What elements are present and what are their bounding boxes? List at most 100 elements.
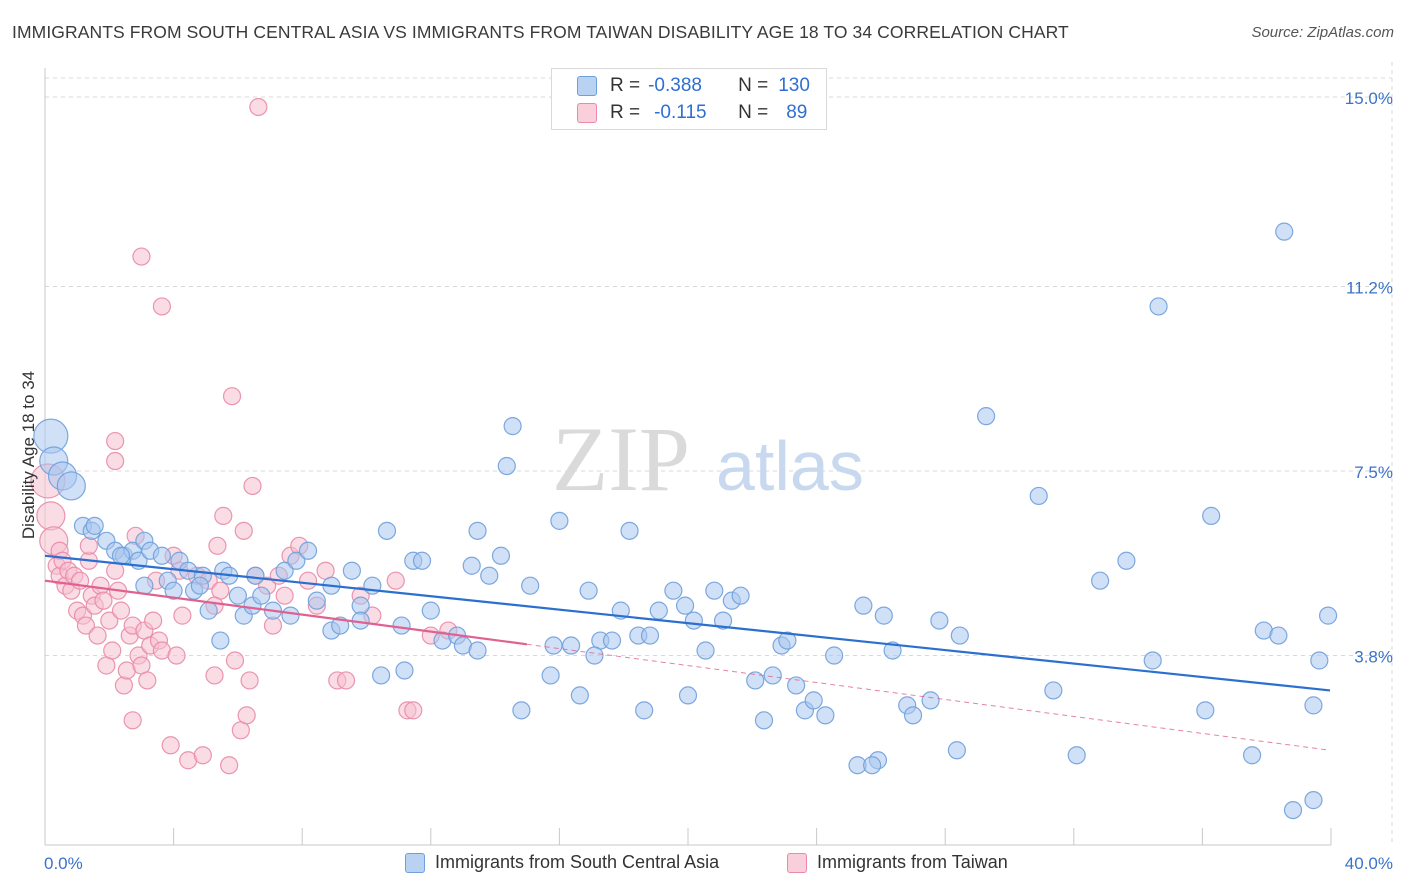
taiwan-point	[386, 571, 405, 590]
south-central-asia-point	[778, 631, 797, 650]
south-central-asia-point	[763, 666, 782, 685]
south-central-asia-point	[1117, 551, 1136, 570]
taiwan-point	[193, 746, 212, 765]
taiwan-point	[225, 651, 245, 670]
stats-row-blue: R = -0.388 N = 130	[577, 73, 810, 99]
south-central-asia-point	[635, 701, 654, 720]
n-value-blue: 130	[778, 75, 810, 96]
south-central-asia-point	[649, 601, 668, 620]
x-tick-label: 40.0%	[1345, 854, 1393, 873]
taiwan-point	[123, 711, 142, 730]
legend-swatch-blue	[405, 852, 425, 873]
stats-row-pink: R = -0.115 N = 89	[577, 100, 808, 126]
south-central-asia-point	[705, 581, 724, 600]
taiwan-point	[152, 297, 172, 316]
taiwan-point	[404, 701, 423, 720]
taiwan-point	[249, 97, 268, 117]
correlation-stats-box: R = -0.388 N = 130 R = -0.115 N = 89	[551, 68, 827, 130]
south-central-asia-point	[874, 606, 893, 625]
south-central-asia-point	[1283, 800, 1303, 820]
south-central-asia-point	[977, 407, 996, 426]
grid-lines	[45, 62, 1393, 845]
south-central-asia-point	[754, 711, 774, 730]
taiwan-points	[30, 97, 458, 775]
taiwan-point	[91, 576, 110, 595]
taiwan-point	[111, 601, 131, 620]
south-central-asia-point	[342, 561, 361, 580]
south-central-asia-point	[675, 596, 695, 615]
n-label: N =	[738, 102, 769, 123]
taiwan-point	[106, 451, 125, 471]
south-central-asia-point	[903, 706, 923, 725]
chart-legend: Immigrants from South Central Asia Immig…	[0, 850, 1406, 880]
south-central-asia-point	[1275, 222, 1294, 241]
south-central-asia-point	[331, 616, 350, 635]
taiwan-point	[103, 641, 122, 660]
south-central-asia-point	[640, 626, 660, 645]
south-central-asia-point	[1310, 651, 1329, 670]
taiwan-point	[214, 506, 233, 525]
south-central-asia-point	[544, 636, 563, 655]
south-central-asia-point	[950, 626, 969, 645]
south-central-asia-point	[561, 636, 581, 655]
stats-swatch-pink	[577, 103, 597, 123]
south-central-asia-point	[664, 581, 683, 600]
stats-swatch-blue	[577, 76, 597, 96]
south-central-asia-point	[804, 691, 823, 710]
south-central-asia-point	[1149, 297, 1168, 316]
south-central-asia-point	[211, 631, 230, 650]
taiwan-point	[167, 646, 186, 665]
south-central-asia-point	[1269, 626, 1288, 645]
taiwan-point	[79, 536, 98, 555]
south-central-asia-point	[1196, 701, 1215, 720]
south-central-asia-point	[246, 566, 265, 585]
south-central-asia-point	[512, 701, 531, 720]
trend-line-pink	[44, 579, 528, 646]
south-central-asia-points	[33, 222, 1338, 820]
r-value-blue: -0.388	[648, 75, 702, 96]
south-central-asia-point	[1091, 571, 1110, 590]
taiwan-point	[88, 626, 107, 645]
south-central-asia-point	[252, 586, 271, 605]
south-central-asia-point	[135, 576, 154, 595]
south-central-asia-point	[56, 471, 86, 501]
south-central-asia-point	[731, 586, 750, 605]
south-central-asia-point	[1202, 506, 1221, 525]
south-central-asia-point	[152, 546, 172, 565]
south-central-asia-point	[275, 561, 294, 580]
south-central-asia-point	[947, 741, 966, 760]
n-value-pink: 89	[786, 102, 808, 123]
south-central-asia-point	[1304, 696, 1323, 715]
taiwan-point	[94, 591, 113, 610]
taiwan-point	[237, 706, 256, 725]
taiwan-point	[234, 521, 253, 540]
south-central-asia-point	[816, 706, 835, 725]
south-central-asia-point	[550, 511, 569, 530]
taiwan-point	[240, 671, 259, 690]
y-tick-label: 11.2%	[1346, 278, 1393, 297]
south-central-asia-point	[570, 686, 589, 705]
y-tick-label: 15.0%	[1345, 89, 1393, 108]
south-central-asia-point	[392, 616, 411, 635]
south-central-asia-point	[281, 606, 300, 625]
taiwan-point	[298, 571, 318, 590]
legend-label-blue: Immigrants from South Central Asia	[435, 852, 720, 872]
trend-lines	[44, 554, 1331, 751]
south-central-asia-point	[1143, 651, 1162, 670]
watermark-zip: ZIP	[552, 408, 690, 510]
south-central-asia-point	[579, 581, 598, 600]
r-label: R =	[610, 102, 641, 123]
y-tick-label: 7.5%	[1354, 463, 1393, 482]
south-central-asia-point	[421, 601, 440, 620]
taiwan-point	[76, 616, 96, 635]
legend-item-taiwan: Immigrants from Taiwan	[787, 852, 1008, 873]
south-central-asia-point	[602, 631, 622, 650]
south-central-asia-point	[468, 641, 487, 660]
south-central-asia-point	[883, 641, 902, 660]
south-central-asia-point	[377, 521, 397, 540]
south-central-asia-point	[395, 661, 414, 680]
taiwan-point	[132, 247, 151, 266]
south-central-asia-point	[1067, 746, 1086, 765]
taiwan-point	[36, 501, 66, 531]
